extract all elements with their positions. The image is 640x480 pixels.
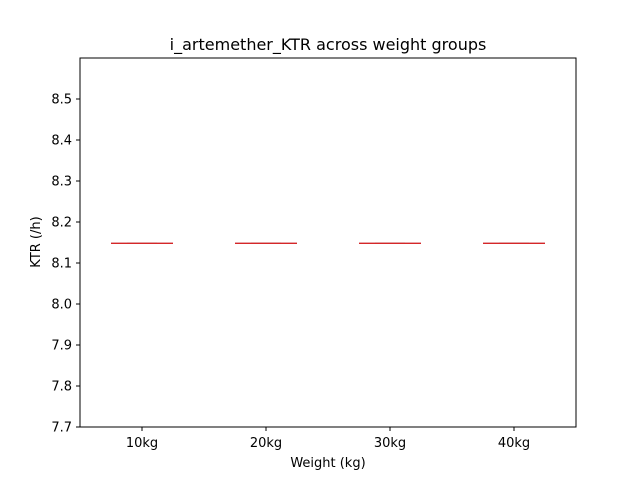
y-tick-label: 7.9	[51, 339, 72, 354]
y-tick-label: 8.0	[51, 298, 72, 313]
y-axis: 7.7 7.8 7.9 8.0 8.1 8.2 8.3 8.4 8.5	[51, 93, 80, 436]
y-tick-label: 8.1	[51, 257, 72, 272]
x-axis: 10kg 20kg 30kg 40kg	[126, 427, 530, 451]
y-tick-label: 7.8	[51, 380, 72, 395]
y-tick-label: 8.3	[51, 175, 72, 190]
plot-frame	[79, 57, 577, 428]
y-tick-label: 8.5	[51, 93, 72, 108]
x-tick-label: 40kg	[498, 436, 530, 451]
chart-title: i_artemether_KTR across weight groups	[170, 35, 487, 55]
x-axis-label: Weight (kg)	[290, 456, 365, 471]
x-tick-label: 10kg	[126, 436, 158, 451]
x-tick-label: 30kg	[374, 436, 406, 451]
x-tick-label: 20kg	[250, 436, 282, 451]
y-tick-label: 8.2	[51, 216, 72, 231]
y-axis-label: KTR (/h)	[29, 216, 44, 267]
y-tick-label: 8.4	[51, 134, 72, 149]
y-tick-label: 7.7	[51, 421, 72, 436]
